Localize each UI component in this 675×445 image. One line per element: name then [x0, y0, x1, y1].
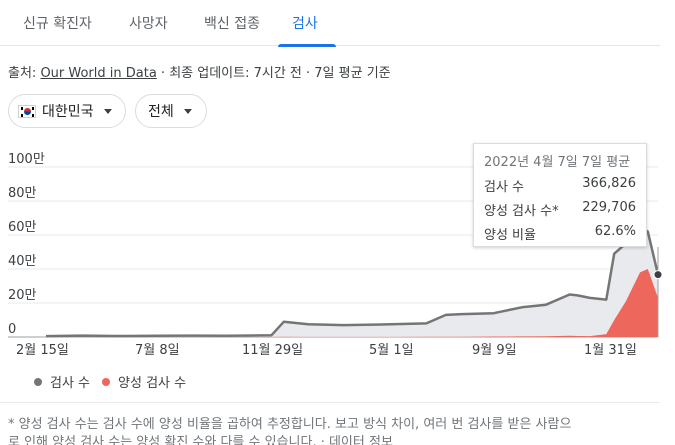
tooltip-value: 366,826 [582, 176, 636, 191]
x-tick-label: 11월 29일 [242, 343, 303, 358]
country-dropdown[interactable]: 대한민국 [8, 94, 126, 128]
tooltip-row-positive-rate: 양성 비율 62.6% [484, 224, 636, 243]
hover-point [653, 270, 663, 280]
chart-tooltip: 2022년 4월 7일 7일 평균 검사 수 366,826 양성 검사 수* … [473, 143, 647, 247]
footnote-line: 로 인해 양성 검사 수는 양성 확진 수와 다를 수 있습니다. · 데이터 … [8, 435, 393, 445]
chevron-down-icon [103, 108, 112, 114]
divider [0, 402, 660, 403]
legend-label: 양성 검사 수 [118, 376, 187, 391]
x-tick-label: 2월 15일 [16, 343, 69, 358]
chart-legend: 검사 수 양성 검사 수 [34, 372, 198, 391]
tests-area [46, 226, 658, 337]
scope-dropdown[interactable]: 전체 [135, 94, 207, 128]
y-tick-label: 60만 [8, 220, 37, 235]
y-tick-label: 80만 [8, 186, 37, 201]
tooltip-row-tests: 검사 수 366,826 [484, 176, 636, 195]
y-tick-label: 20만 [8, 288, 37, 303]
tooltip-value: 229,706 [582, 200, 636, 215]
tooltip-label: 양성 검사 수* [484, 204, 559, 219]
legend-dot-icon [34, 377, 42, 386]
x-tick-label: 9월 9일 [472, 343, 517, 358]
legend-item-positives[interactable]: 양성 검사 수 [102, 372, 186, 391]
tooltip-label: 양성 비율 [484, 228, 536, 243]
x-tick-label: 1월 31일 [584, 343, 637, 358]
tooltip-title: 2022년 4월 7일 7일 평균 [484, 155, 631, 170]
tooltip-value: 62.6% [594, 224, 636, 239]
source-link[interactable]: Our World in Data [40, 66, 157, 81]
tab-testing[interactable]: 검사 [292, 16, 318, 32]
south-korea-flag-icon [18, 104, 36, 118]
tab-bar: 신규 확진자 사망자 백신 접종 검사 [0, 0, 660, 47]
legend-label: 검사 수 [50, 376, 91, 391]
scope-label: 전체 [148, 104, 174, 120]
y-tick-label: 100만 [8, 152, 45, 167]
tab-deaths[interactable]: 사망자 [129, 16, 168, 32]
source-suffix: · 최종 업데이트: 7시간 전 · 7일 평균 기준 [156, 66, 391, 81]
testing-chart[interactable]: 0 20만 40만 60만 80만 100만 2월 15일 7월 8일 11월 29일 5월 1… [0, 140, 675, 365]
legend-dot-icon [102, 377, 111, 386]
tab-new-cases[interactable]: 신규 확진자 [23, 16, 92, 32]
tooltip-row-positives: 양성 검사 수* 229,706 [484, 200, 636, 219]
footnote-line: * 양성 검사 수는 검사 수에 양성 비율을 곱하여 추정합니다. 보고 방식… [8, 417, 572, 432]
active-tab-indicator [278, 44, 336, 47]
tests-line [45, 225, 660, 338]
tab-vaccinations[interactable]: 백신 접종 [204, 16, 260, 32]
x-tick-label: 7월 8일 [135, 343, 180, 358]
source-prefix: 출처: [8, 66, 41, 81]
tooltip-label: 검사 수 [484, 180, 525, 195]
chevron-down-icon [183, 108, 192, 114]
y-tick-label: 0 [8, 322, 16, 337]
x-tick-label: 5월 1일 [369, 343, 414, 358]
y-tick-label: 40만 [8, 254, 37, 269]
footnote: * 양성 검사 수는 검사 수에 양성 비율을 곱하여 추정합니다. 보고 방식… [8, 416, 668, 445]
legend-item-tests[interactable]: 검사 수 [34, 372, 90, 391]
country-label: 대한민국 [42, 104, 94, 120]
source-line: 출처: Our World in Data · 최종 업데이트: 7시간 전 ·… [8, 62, 391, 81]
